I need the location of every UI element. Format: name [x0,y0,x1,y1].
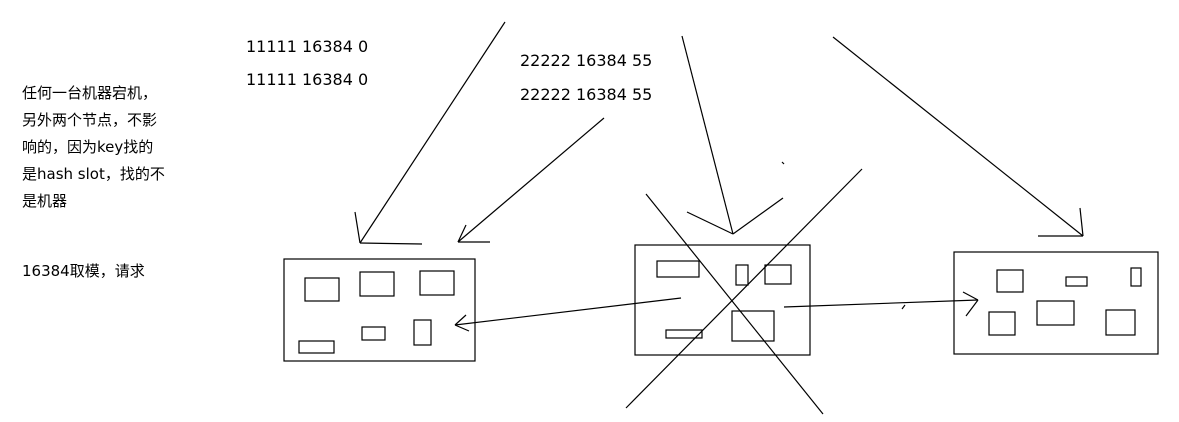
modulo-note: 16384取模，请求 [22,262,145,280]
node-2 [634,244,811,356]
request-b-line-1: 22222 16384 55 [520,51,653,70]
arrow-to-node-1-b [457,117,605,243]
request-a-line-1: 11111 16384 0 [246,37,369,56]
arrow-node-2-to-node-3 [783,291,979,317]
note-line-2: 另外两个节点，不影 [22,111,158,129]
arrow-to-node-1-a [354,21,506,245]
node-3 [953,251,1159,355]
request-a-line-2: 11111 16384 0 [246,70,369,89]
arrow-node-2-to-node-1 [454,297,682,332]
request-b-line-2: 22222 16384 55 [520,85,653,104]
note-line-4: 是hash slot，找的不 [22,165,165,183]
note-line-5: 是机器 [22,192,68,210]
note-line-3: 响的，因为key找的 [22,138,154,156]
arrow-to-node-2 [681,35,784,235]
stray-marks [781,161,906,310]
arrow-to-node-3 [832,36,1084,237]
node-1 [283,258,476,362]
note-line-1: 任何一台机器宕机， [22,84,158,102]
failure-cross [625,168,863,415]
